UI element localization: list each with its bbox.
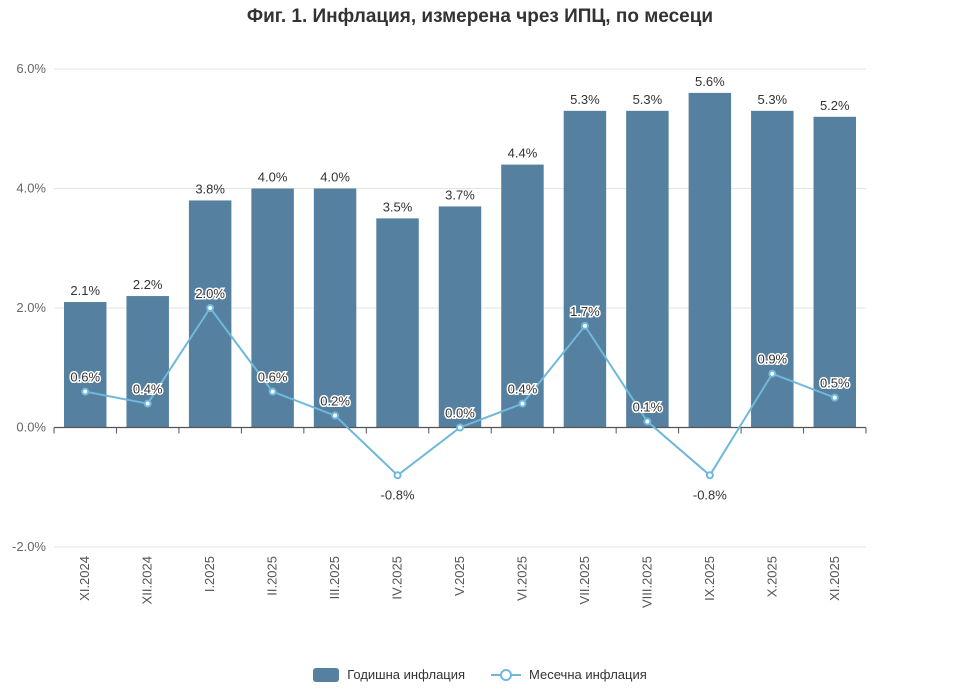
- line-data-label: 0.1%: [633, 400, 663, 415]
- legend-line-swatch: [491, 668, 522, 681]
- y-tick-label: 4.0%: [16, 181, 46, 196]
- line-data-label: 0.4%: [508, 382, 538, 397]
- bar-data-label: 5.3%: [570, 92, 600, 107]
- line-data-label: 0.4%: [133, 382, 163, 397]
- line-point: [705, 471, 714, 480]
- chart-plot: -2.0% 0.0% 2.0% 4.0% 6.0% XI.2024 XII.2024 I.20…: [12, 61, 867, 608]
- bar-data-label: 5.6%: [695, 74, 725, 89]
- line-data-label: -0.8%: [693, 487, 727, 502]
- line-data-label: 2.0%: [195, 286, 225, 301]
- x-tick-label: XI.2025: [827, 556, 842, 601]
- x-tick-label: VIII.2025: [639, 556, 654, 608]
- bar: [626, 110, 669, 428]
- line-point: [768, 369, 777, 378]
- line-point: [143, 399, 152, 408]
- x-tick-label: III.2025: [327, 556, 342, 599]
- line-data-label: 0.5%: [820, 376, 850, 391]
- y-tick-label: 6.0%: [16, 61, 46, 76]
- chart-title: Фиг. 1. Инфлация, измерена чрез ИПЦ, по …: [246, 6, 714, 27]
- bar: [813, 116, 857, 428]
- line-point: [518, 399, 527, 408]
- y-tick-label: -2.0%: [12, 539, 46, 554]
- bar-data-label: 5.3%: [757, 92, 787, 107]
- legend-monthly-label: Месечна инфлация: [529, 667, 647, 682]
- bar: [63, 302, 107, 428]
- line-point: [206, 304, 215, 312]
- line-data-label: 0.9%: [757, 352, 787, 367]
- bar-data-label: 4.0%: [320, 170, 350, 185]
- x-tick-label: II.2025: [265, 556, 280, 596]
- bar: [563, 110, 607, 428]
- line-point: [393, 471, 402, 480]
- bar: [376, 218, 419, 428]
- line-data-label: -0.8%: [381, 487, 415, 502]
- legend-bar-swatch: [313, 667, 340, 682]
- bar-data-label: 3.5%: [383, 199, 413, 214]
- line-point: [81, 387, 90, 396]
- y-tick-label: 2.0%: [16, 300, 46, 315]
- bar: [188, 200, 232, 428]
- legend-annual-label: Годишна инфлация: [347, 667, 466, 682]
- line-point: [456, 423, 464, 432]
- x-tick-label: IX.2025: [702, 556, 717, 601]
- x-tick-label: X.2025: [764, 556, 779, 597]
- line-data-label: 0.2%: [320, 394, 350, 409]
- x-tick-label: IV.2025: [390, 556, 405, 600]
- line-data-label: 0.6%: [258, 370, 288, 385]
- line-point: [580, 321, 589, 330]
- x-tick-label: XII.2024: [140, 556, 155, 604]
- bar: [688, 92, 732, 428]
- bar-data-label: 2.1%: [70, 283, 100, 298]
- bar-data-label: 2.2%: [133, 277, 163, 292]
- line-point: [643, 417, 652, 426]
- x-tick-label: VI.2025: [514, 556, 529, 601]
- bar-data-label: 4.4%: [508, 146, 538, 161]
- line-data-label: 1.7%: [570, 304, 600, 319]
- x-tick-label: V.2025: [452, 556, 467, 596]
- bar-data-label: 5.2%: [820, 98, 850, 113]
- x-tick-label: VII.2025: [577, 556, 592, 604]
- bar-data-label: 4.0%: [258, 170, 288, 185]
- legend-item-annual[interactable]: Годишна инфлация: [313, 667, 465, 682]
- y-tick-label: 0.0%: [16, 420, 46, 435]
- line-data-label: 0.6%: [70, 370, 100, 385]
- bar-data-label: 5.3%: [633, 92, 663, 107]
- x-tick-label: I.2025: [202, 556, 217, 592]
- line-point: [331, 411, 340, 420]
- bar: [313, 188, 357, 428]
- bar: [501, 164, 544, 428]
- x-tick-label: XI.2024: [77, 556, 92, 601]
- bar: [438, 206, 482, 428]
- line-point: [830, 393, 839, 402]
- legend-item-monthly[interactable]: Месечна инфлация: [491, 667, 647, 682]
- line-point: [268, 387, 277, 396]
- chart-legend: Годишна инфлация Месечна инфлация: [0, 667, 960, 682]
- bar-data-label: 3.8%: [195, 181, 225, 196]
- bar-data-label: 3.7%: [445, 187, 475, 202]
- line-data-label: 0.0%: [445, 406, 475, 421]
- bar: [126, 296, 169, 428]
